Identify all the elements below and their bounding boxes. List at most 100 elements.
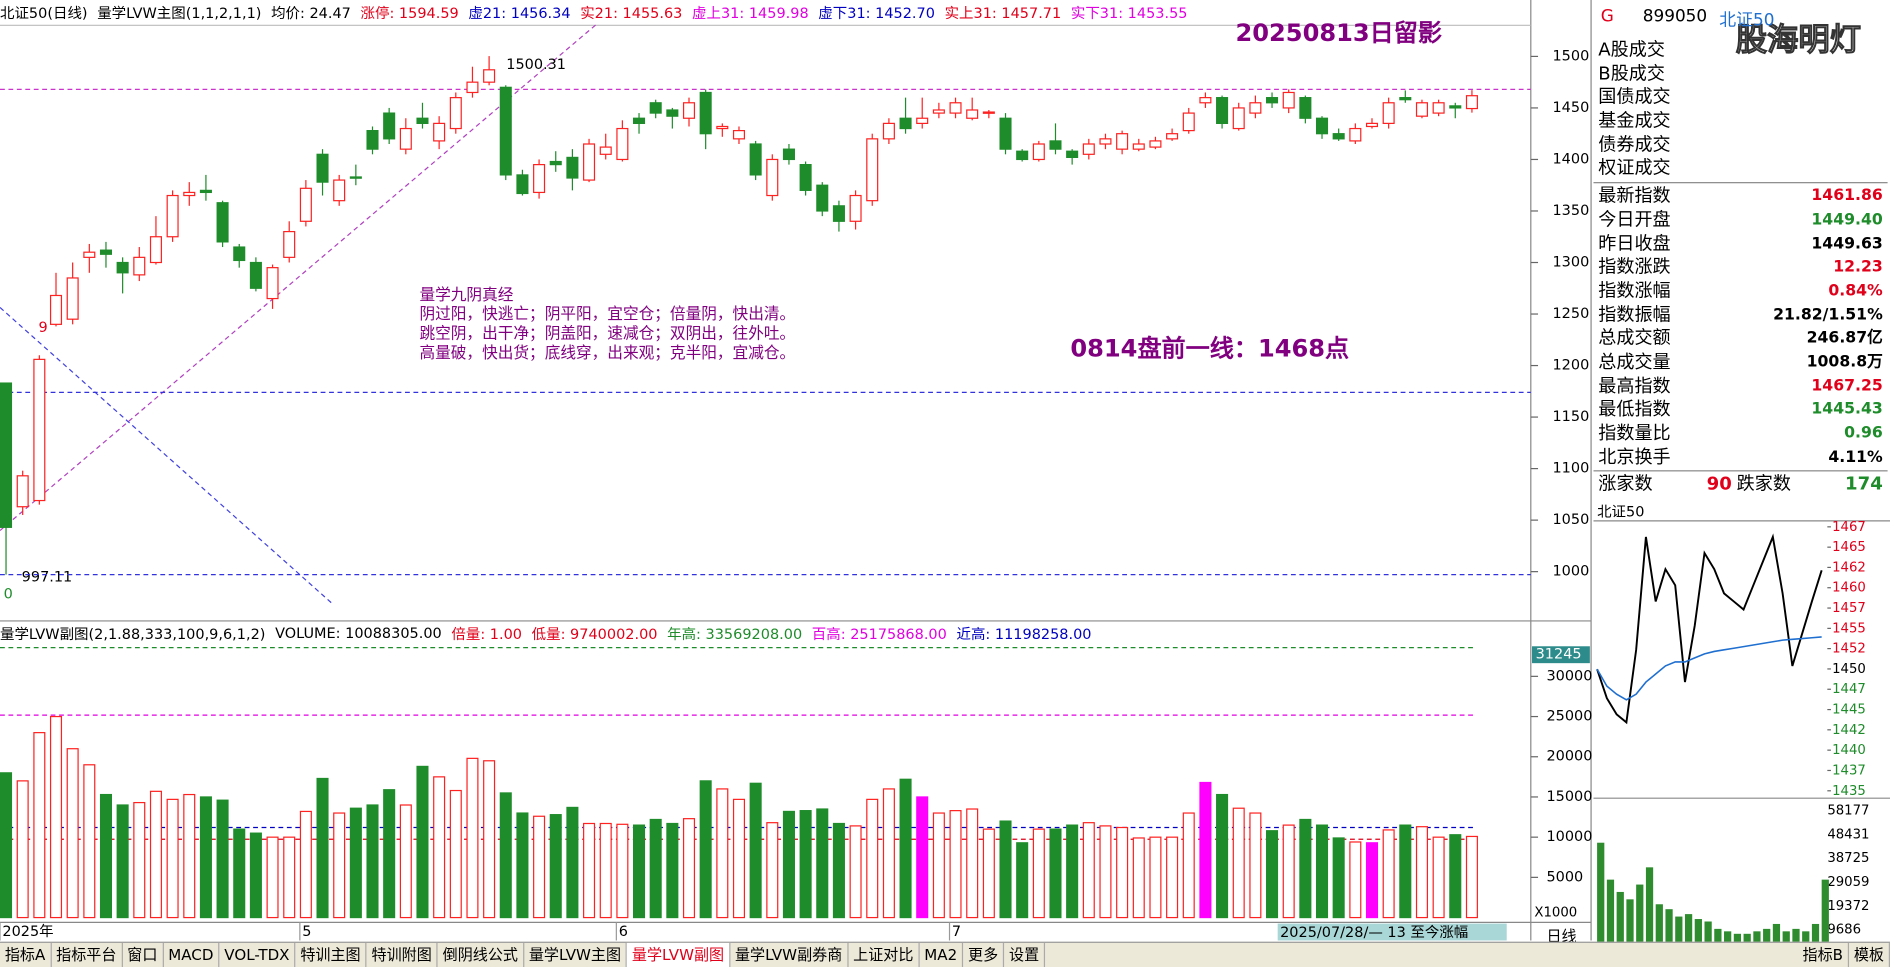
tab[interactable]: 量学LVW主图: [524, 942, 628, 967]
x-tick-label: 6: [619, 924, 628, 940]
breadth-label: 跌家数: [1736, 473, 1791, 495]
section-label: 权证成交: [1598, 157, 1671, 179]
candle-body: [949, 102, 962, 114]
candle-body: [749, 143, 762, 176]
volume-bar: [416, 765, 429, 919]
tab[interactable]: 指标B: [1798, 942, 1850, 967]
tab[interactable]: 量学LVW副图: [627, 942, 731, 967]
candle-body: [616, 127, 629, 161]
volume-bar: [1049, 828, 1062, 919]
candle-body: [583, 143, 596, 181]
candle-body: [1199, 97, 1212, 104]
tab[interactable]: MACD: [163, 942, 220, 967]
intraday-volume: [1675, 916, 1683, 954]
volume-bar: [966, 808, 979, 919]
candle-body: [1349, 127, 1362, 142]
y-tick-label: 1437: [1832, 763, 1866, 778]
volume-bar: [749, 782, 762, 919]
y-tick-label: 1100: [1553, 461, 1590, 477]
volume-bar: [0, 772, 13, 919]
tab[interactable]: 指标平台: [51, 942, 123, 967]
volume-bar: [199, 796, 212, 919]
volume-bar: [682, 818, 696, 919]
candle-body: [216, 202, 229, 243]
candle-body: [1266, 97, 1279, 104]
volume-bar: [1266, 830, 1279, 919]
candle-body: [233, 246, 246, 262]
breadth-value: 174: [1845, 473, 1883, 495]
candle-body: [349, 176, 362, 179]
tab[interactable]: 量学LVW副券商: [730, 942, 849, 967]
header-item: 倍量: 1.00: [451, 625, 523, 643]
header-item: 年高: 33569208.00: [667, 625, 803, 643]
intraday-line: [1596, 636, 1822, 701]
volume-bar: [1132, 837, 1145, 919]
quote-label: 指数涨跌: [1598, 255, 1671, 278]
candle-body: [183, 191, 196, 197]
volume-bar: [216, 799, 229, 919]
tab[interactable]: 窗口: [122, 942, 164, 967]
x-tick-label: 5: [302, 924, 311, 940]
candle-body: [383, 112, 396, 140]
candle-body: [483, 69, 496, 83]
quote-panel: A股成交 B股成交 国债成交 基金成交 债券成交 权证成交 最新指数 1461.86 今日开盘 1…: [1593, 39, 1888, 497]
volume-bar: [366, 804, 379, 919]
volume-bar: [616, 823, 629, 919]
x-tick-label: 2025年: [2, 923, 53, 940]
header-item: 北证50(日线): [0, 4, 88, 22]
quote-value: 0.96: [1844, 424, 1883, 443]
candle-body: [1282, 91, 1295, 109]
quote-value: 0.84%: [1828, 281, 1883, 301]
tab[interactable]: MA2: [919, 942, 964, 967]
volume-bar: [166, 798, 179, 919]
poem-line: 高量破，快出货；底线穿，出来观；克半阳，宜减仓。: [419, 343, 795, 362]
candle-body: [49, 294, 63, 325]
volume-bar: [1382, 829, 1395, 919]
quote-label: 今日开盘: [1598, 208, 1671, 231]
volume-bar: [932, 812, 945, 919]
quote-label: 总成交额: [1598, 327, 1671, 349]
tab[interactable]: 模板: [1849, 942, 1890, 967]
candle-body: [649, 102, 662, 114]
volume-bar: [816, 808, 829, 919]
tab[interactable]: 倒阴线公式: [438, 942, 525, 967]
volume-bar: [383, 789, 396, 919]
volume-bar: [1032, 828, 1045, 919]
tab[interactable]: 设置: [1004, 942, 1046, 967]
volume-bar: [1315, 824, 1329, 919]
candle-body: [1182, 112, 1195, 132]
header-item: 量学LVW副图(2,1.88,333,100,9,6,1,2): [0, 625, 266, 643]
tab[interactable]: 上证对比: [848, 942, 920, 967]
candle-body: [1149, 140, 1162, 148]
tab[interactable]: 更多: [963, 942, 1005, 967]
volume-bar: [349, 807, 362, 919]
y-tick-label: 5000: [1546, 869, 1583, 885]
tab[interactable]: 特训主图: [296, 942, 367, 967]
high-label: 1500.31: [506, 57, 566, 73]
tab[interactable]: VOL-TDX: [219, 942, 296, 967]
axis-unit: X1000: [1534, 906, 1577, 921]
volume-bar: [566, 806, 579, 919]
tab[interactable]: 特训附图: [367, 942, 438, 967]
candle-body: [916, 117, 929, 124]
quote-label: 北京换手: [1598, 445, 1671, 468]
volume-bar: [899, 778, 912, 919]
quote-marker: G: [1600, 7, 1614, 27]
volume-bar: [1082, 822, 1095, 919]
volume-bar: [1099, 825, 1112, 919]
volume-bar: [982, 828, 995, 919]
candle-body: [133, 256, 146, 276]
candle-body: [316, 153, 329, 183]
tab[interactable]: 指标A: [0, 942, 52, 967]
toolbar: 指标A 指标平台 窗口 MACD VOL-TDX 特训主图 特训附图 倒阴线公式 量学LVW主图…: [0, 941, 1890, 967]
intraday-volume: [1645, 867, 1654, 954]
candle-body: [449, 97, 462, 130]
quote-value: 1467.25: [1811, 376, 1883, 396]
candle-body: [899, 117, 912, 130]
trend-line: [0, 23, 598, 531]
candle-body: [832, 205, 845, 222]
candle-body: [1432, 102, 1445, 114]
period: 日线: [1546, 927, 1577, 946]
volume-bar: [849, 825, 862, 919]
